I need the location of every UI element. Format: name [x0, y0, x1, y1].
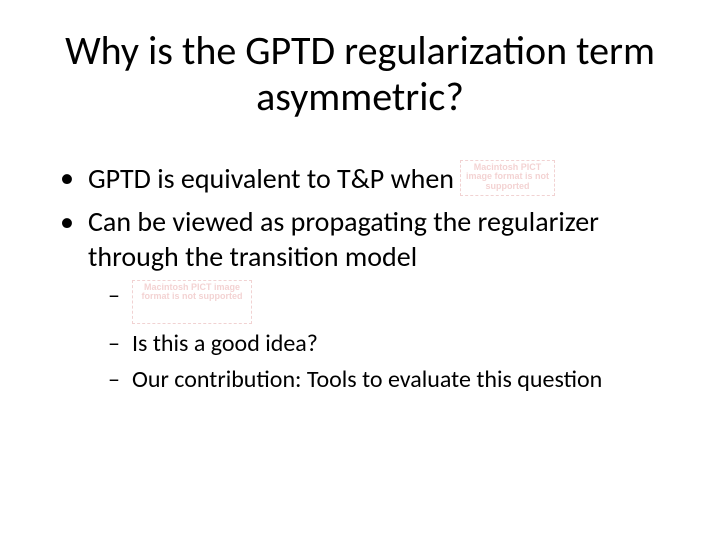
bullet-1: GPTD is equivalent to T&P when Macintosh… — [60, 160, 670, 196]
sub-bullet-3-text: Our contribution: Tools to evaluate this… — [132, 365, 602, 394]
sub-bullet-2-text: Is this a good idea? — [132, 329, 318, 358]
bullet-2: Can be viewed as propagating the regular… — [60, 204, 670, 397]
broken-image-text: Macintosh PICT image format is not suppo… — [133, 281, 251, 302]
broken-image-text: Macintosh PICT image format is not suppo… — [461, 161, 554, 191]
broken-image-icon: Macintosh PICT image format is not suppo… — [132, 280, 252, 324]
sub-bullet-1: Macintosh PICT image format is not suppo… — [108, 280, 670, 324]
bullet-1-text: GPTD is equivalent to T&P when — [88, 161, 454, 196]
slide-title: Why is the GPTD regularization term asym… — [50, 28, 670, 120]
sub-bullet-list: Macintosh PICT image format is not suppo… — [108, 280, 670, 397]
slide: Why is the GPTD regularization term asym… — [0, 0, 720, 540]
sub-bullet-2: Is this a good idea? — [108, 328, 670, 360]
sub-bullet-3: Our contribution: Tools to evaluate this… — [108, 364, 670, 396]
bullet-2-text: Can be viewed as propagating the regular… — [88, 204, 599, 274]
broken-image-icon: Macintosh PICT image format is not suppo… — [460, 160, 555, 196]
bullet-list: GPTD is equivalent to T&P when Macintosh… — [60, 160, 670, 397]
